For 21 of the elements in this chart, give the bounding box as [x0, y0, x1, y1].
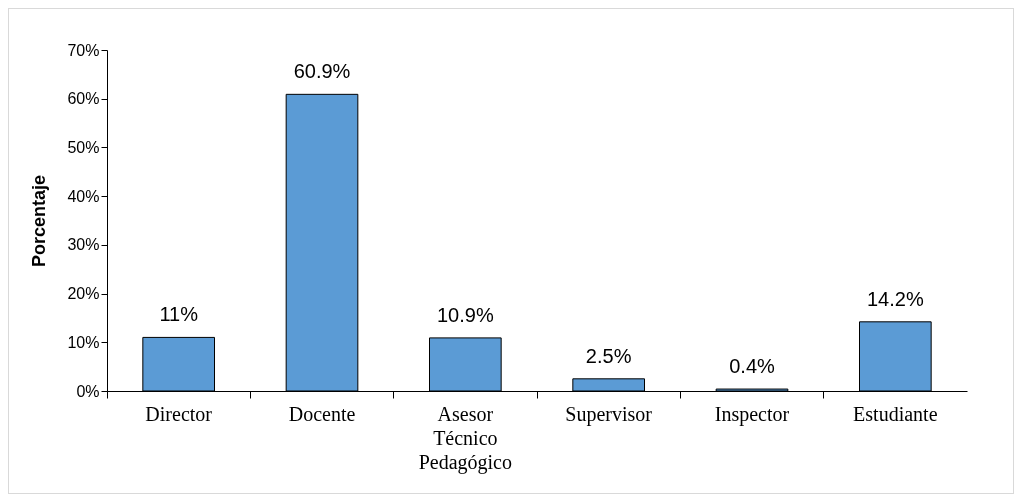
data-label: 11% [159, 303, 199, 326]
x-tick-label: Inspector [714, 402, 790, 426]
y-axis-title: Porcentaje [29, 174, 50, 268]
y-tick-label: 70% [67, 41, 100, 59]
y-tick-label: 20% [67, 285, 100, 303]
y-tick-label: 30% [67, 236, 100, 254]
y-tick-label: 60% [67, 90, 100, 108]
data-label: 60.9% [293, 60, 351, 83]
y-tick-label: 0% [76, 382, 100, 400]
x-tick-label: Asesor Técnico Pedagógico [418, 402, 512, 474]
data-label: 10.9% [436, 303, 494, 326]
data-label: 0.4% [729, 355, 776, 378]
y-tick-label: 50% [67, 138, 100, 156]
data-label: 14.2% [866, 287, 924, 310]
y-tick-label: 10% [67, 333, 100, 351]
x-tick-label: Docente [288, 402, 356, 425]
x-tick-label: Estudiante [853, 402, 938, 425]
data-label: 2.5% [585, 344, 632, 367]
x-tick-label: Supervisor [565, 402, 653, 426]
y-tick-label: 40% [67, 187, 100, 205]
x-tick-label: Director [145, 402, 213, 425]
